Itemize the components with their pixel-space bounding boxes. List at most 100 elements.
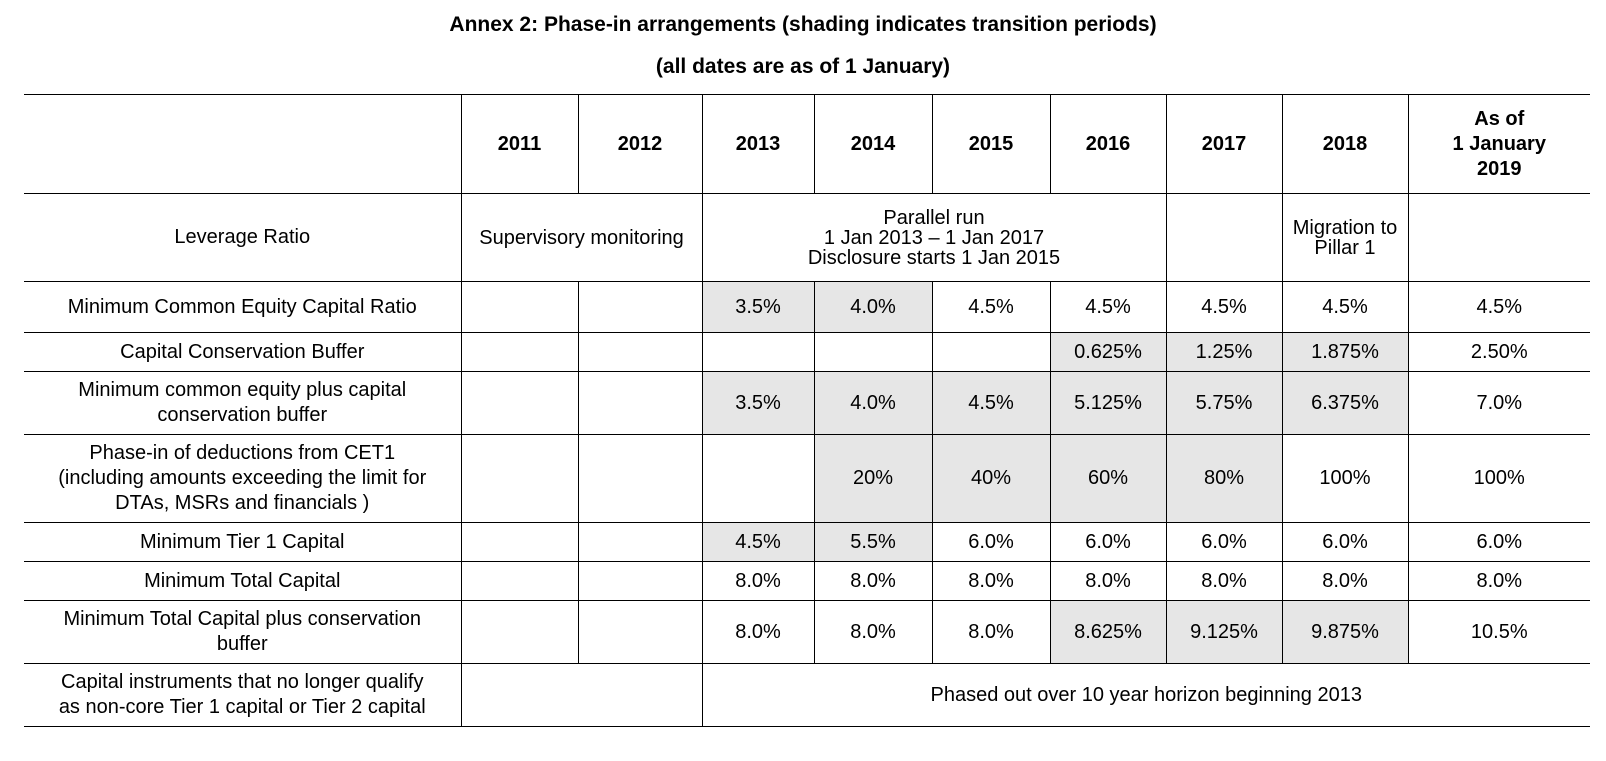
phased-out-cell: Phased out over 10 year horizon beginnin…: [701, 663, 1590, 727]
final-year-header: As of 1 January 2019: [1407, 94, 1590, 194]
row-label: Minimum Tier 1 Capital: [24, 522, 462, 562]
value-cell: 0.625%: [1049, 332, 1167, 372]
value-cell: 6.0%: [1165, 522, 1283, 562]
empty-cell: [460, 663, 703, 727]
year-header: 2011: [460, 94, 579, 194]
year-header: 2012: [577, 94, 703, 194]
value-cell: 8.0%: [1407, 561, 1590, 601]
value-cell: 100%: [1407, 434, 1590, 523]
row-label-line: as non-core Tier 1 capital or Tier 2 cap…: [58, 696, 426, 718]
value-cell: [460, 522, 579, 562]
value-cell: [577, 332, 703, 372]
final-year-line: 2019: [1477, 157, 1522, 180]
migration-cell: Migration to Pillar 1: [1281, 193, 1409, 282]
value-cell: [701, 434, 815, 523]
value-cell: [460, 561, 579, 601]
value-cell: 4.5%: [931, 371, 1051, 435]
value-cell: 8.0%: [813, 600, 933, 664]
row-label: Minimum Common Equity Capital Ratio: [24, 281, 462, 333]
row-label-line: buffer: [216, 633, 268, 655]
row-label: Minimum common equity plus capital conser…: [24, 371, 462, 435]
row-label-line: Capital instruments that no longer quali…: [61, 671, 424, 693]
value-cell: 4.5%: [1165, 281, 1283, 333]
value-cell: [577, 371, 703, 435]
migration-line: Migration to: [1292, 216, 1398, 239]
year-header: 2018: [1281, 94, 1409, 194]
instruments-row: Capital instruments that no longer quali…: [24, 663, 1590, 727]
value-cell: 5.5%: [813, 522, 933, 562]
page-subtitle: (all dates are as of 1 January): [655, 55, 951, 78]
value-cell: [701, 332, 815, 372]
year-header: 2014: [813, 94, 933, 194]
value-cell: 80%: [1165, 434, 1283, 523]
migration-line: Pillar 1: [1314, 236, 1376, 259]
value-cell: [931, 332, 1051, 372]
value-cell: 4.0%: [813, 281, 933, 333]
phase-in-table: 2011 2012 2013 2014 2015 2016 2017 2018 …: [24, 94, 1590, 727]
table-row: Minimum Total Capital 8.0% 8.0% 8.0% 8.0…: [24, 561, 1590, 601]
value-cell: 8.0%: [1165, 561, 1283, 601]
table-row: Minimum Total Capital plus conservation b…: [24, 600, 1590, 664]
final-year-line: As of: [1474, 107, 1525, 130]
parallel-run-line: Disclosure starts 1 Jan 2015: [807, 246, 1061, 269]
value-cell: 9.875%: [1281, 600, 1409, 664]
value-cell: 8.625%: [1049, 600, 1167, 664]
row-label-line: Phase-in of deductions from CET1: [89, 442, 396, 464]
value-cell: [577, 600, 703, 664]
value-cell: [460, 332, 579, 372]
row-label: Capital Conservation Buffer: [24, 332, 462, 372]
table-row: Minimum Tier 1 Capital 4.5% 5.5% 6.0% 6.…: [24, 522, 1590, 562]
value-cell: 8.0%: [931, 561, 1051, 601]
value-cell: 6.0%: [1049, 522, 1167, 562]
header-blank-cell: [24, 94, 462, 194]
value-cell: 4.5%: [701, 522, 815, 562]
row-label: Capital instruments that no longer quali…: [24, 663, 462, 727]
empty-cell: [1165, 193, 1283, 282]
value-cell: 4.5%: [1049, 281, 1167, 333]
value-cell: 6.0%: [1407, 522, 1590, 562]
value-cell: [577, 561, 703, 601]
value-cell: 8.0%: [701, 600, 815, 664]
year-header: 2015: [931, 94, 1051, 194]
value-cell: 8.0%: [931, 600, 1051, 664]
value-cell: 8.0%: [701, 561, 815, 601]
year-header: 2016: [1049, 94, 1167, 194]
value-cell: 100%: [1281, 434, 1409, 523]
value-cell: 5.125%: [1049, 371, 1167, 435]
value-cell: 4.5%: [1281, 281, 1409, 333]
value-cell: 10.5%: [1407, 600, 1590, 664]
value-cell: 2.50%: [1407, 332, 1590, 372]
table-row: Minimum Common Equity Capital Ratio 3.5%…: [24, 281, 1590, 333]
value-cell: 1.875%: [1281, 332, 1409, 372]
value-cell: [813, 332, 933, 372]
value-cell: [577, 281, 703, 333]
value-cell: [460, 600, 579, 664]
value-cell: 40%: [931, 434, 1051, 523]
table-row: Capital Conservation Buffer 0.625% 1.25%…: [24, 332, 1590, 372]
parallel-run-line: 1 Jan 2013 – 1 Jan 2017: [823, 226, 1045, 249]
value-cell: [577, 434, 703, 523]
supervisory-monitoring-cell: Supervisory monitoring: [460, 193, 703, 282]
row-label: Minimum Total Capital plus conservation b…: [24, 600, 462, 664]
value-cell: 8.0%: [813, 561, 933, 601]
value-cell: 6.0%: [1281, 522, 1409, 562]
value-cell: 4.5%: [1407, 281, 1590, 333]
row-label: Minimum Total Capital: [24, 561, 462, 601]
table-row: Minimum common equity plus capital conser…: [24, 371, 1590, 435]
page-title: Annex 2: Phase-in arrangements (shading …: [449, 13, 1157, 36]
leverage-row: Leverage Ratio Supervisory monitoring Pa…: [24, 193, 1590, 282]
value-cell: [577, 522, 703, 562]
value-cell: 7.0%: [1407, 371, 1590, 435]
value-cell: 60%: [1049, 434, 1167, 523]
year-header: 2013: [701, 94, 815, 194]
header-row: 2011 2012 2013 2014 2015 2016 2017 2018 …: [24, 94, 1590, 194]
row-label-line: Minimum Total Capital plus conservation: [63, 608, 422, 630]
value-cell: 4.5%: [931, 281, 1051, 333]
value-cell: 6.0%: [931, 522, 1051, 562]
value-cell: 8.0%: [1281, 561, 1409, 601]
final-year-line: 1 January: [1452, 132, 1546, 155]
value-cell: 8.0%: [1049, 561, 1167, 601]
parallel-run-line: Parallel run: [883, 206, 985, 229]
year-header: 2017: [1165, 94, 1283, 194]
table-row: Phase-in of deductions from CET1 (includi…: [24, 434, 1590, 523]
